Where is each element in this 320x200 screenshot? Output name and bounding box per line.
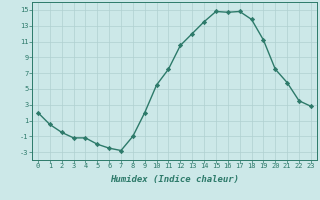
X-axis label: Humidex (Indice chaleur): Humidex (Indice chaleur) bbox=[110, 175, 239, 184]
